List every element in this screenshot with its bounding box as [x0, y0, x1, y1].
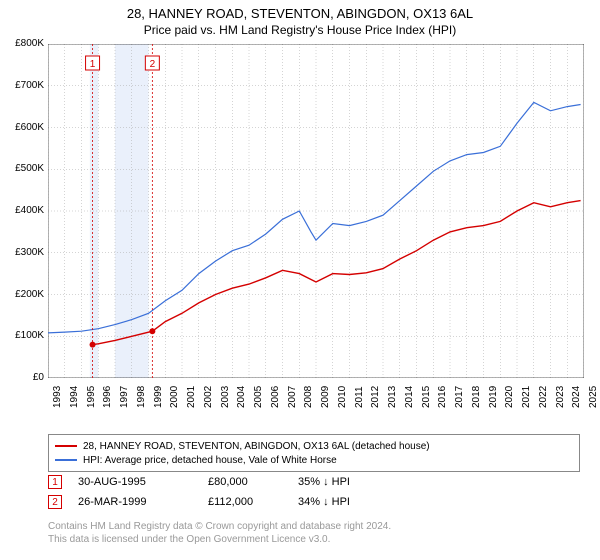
x-tick-label: 2015 — [421, 386, 432, 408]
y-tick-label: £500K — [0, 163, 44, 174]
x-tick-label: 2024 — [571, 386, 582, 408]
x-tick-label: 2002 — [203, 386, 214, 408]
sale-marker-box: 2 — [48, 495, 62, 509]
x-tick-label: 1995 — [86, 386, 97, 408]
x-tick-label: 1996 — [102, 386, 113, 408]
x-tick-label: 2014 — [404, 386, 415, 408]
legend-label: HPI: Average price, detached house, Vale… — [83, 455, 337, 466]
x-tick-label: 2011 — [354, 386, 365, 408]
legend-label: 28, HANNEY ROAD, STEVENTON, ABINGDON, OX… — [83, 441, 430, 452]
x-tick-label: 2000 — [169, 386, 180, 408]
sale-marker-box: 1 — [48, 475, 62, 489]
legend-row: 28, HANNEY ROAD, STEVENTON, ABINGDON, OX… — [55, 439, 573, 453]
legend-row: HPI: Average price, detached house, Vale… — [55, 453, 573, 467]
sale-row: 2 26-MAR-1999£112,00034% ↓ HPI — [48, 492, 580, 512]
sale-delta: 35% ↓ HPI — [298, 476, 398, 488]
x-tick-label: 2008 — [303, 386, 314, 408]
x-tick-label: 2010 — [337, 386, 348, 408]
x-tick-label: 1999 — [153, 386, 164, 408]
legend-swatch — [55, 459, 77, 461]
x-tick-label: 2013 — [387, 386, 398, 408]
x-tick-label: 2003 — [220, 386, 231, 408]
x-tick-label: 1997 — [119, 386, 130, 408]
x-tick-label: 2001 — [186, 386, 197, 408]
x-tick-label: 2022 — [538, 386, 549, 408]
x-tick-label: 2025 — [588, 386, 599, 408]
legend-box: 28, HANNEY ROAD, STEVENTON, ABINGDON, OX… — [48, 434, 580, 472]
x-tick-label: 2004 — [236, 386, 247, 408]
x-tick-label: 2005 — [253, 386, 264, 408]
y-tick-label: £100K — [0, 330, 44, 341]
x-tick-label: 2009 — [320, 386, 331, 408]
y-tick-label: £300K — [0, 247, 44, 258]
sale-price: £112,000 — [208, 496, 298, 508]
svg-text:2: 2 — [150, 59, 156, 70]
sales-table: 1 30-AUG-1995£80,00035% ↓ HPI 2 26-MAR-1999… — [48, 472, 580, 512]
footer-note: Contains HM Land Registry data © Crown c… — [48, 520, 391, 546]
x-tick-label: 2017 — [454, 386, 465, 408]
x-tick-label: 2012 — [370, 386, 381, 408]
svg-text:1: 1 — [90, 59, 96, 70]
y-tick-label: £0 — [0, 372, 44, 383]
x-tick-label: 2019 — [488, 386, 499, 408]
sale-date: 26-MAR-1999 — [78, 496, 208, 508]
x-tick-label: 2016 — [437, 386, 448, 408]
x-tick-label: 2021 — [521, 386, 532, 408]
sale-price: £80,000 — [208, 476, 298, 488]
legend-swatch — [55, 445, 77, 447]
sale-row: 1 30-AUG-1995£80,00035% ↓ HPI — [48, 472, 580, 492]
x-tick-label: 1994 — [69, 386, 80, 408]
chart-svg: 12 — [48, 44, 584, 378]
x-tick-label: 2023 — [555, 386, 566, 408]
y-tick-label: £400K — [0, 205, 44, 216]
title-block: 28, HANNEY ROAD, STEVENTON, ABINGDON, OX… — [0, 0, 600, 37]
sale-date: 30-AUG-1995 — [78, 476, 208, 488]
x-tick-label: 1993 — [52, 386, 63, 408]
y-tick-label: £700K — [0, 80, 44, 91]
x-tick-label: 1998 — [136, 386, 147, 408]
x-tick-label: 2007 — [287, 386, 298, 408]
chart-container: 28, HANNEY ROAD, STEVENTON, ABINGDON, OX… — [0, 0, 600, 560]
y-tick-label: £800K — [0, 38, 44, 49]
plot-area: 12 — [48, 44, 584, 378]
footer-line-2: This data is licensed under the Open Gov… — [48, 533, 391, 546]
chart-title-sub: Price paid vs. HM Land Registry's House … — [0, 23, 600, 37]
x-tick-label: 2018 — [471, 386, 482, 408]
sale-delta: 34% ↓ HPI — [298, 496, 398, 508]
y-tick-label: £200K — [0, 289, 44, 300]
y-tick-label: £600K — [0, 122, 44, 133]
footer-line-1: Contains HM Land Registry data © Crown c… — [48, 520, 391, 533]
x-tick-label: 2020 — [504, 386, 515, 408]
x-tick-label: 2006 — [270, 386, 281, 408]
chart-title-address: 28, HANNEY ROAD, STEVENTON, ABINGDON, OX… — [0, 6, 600, 21]
